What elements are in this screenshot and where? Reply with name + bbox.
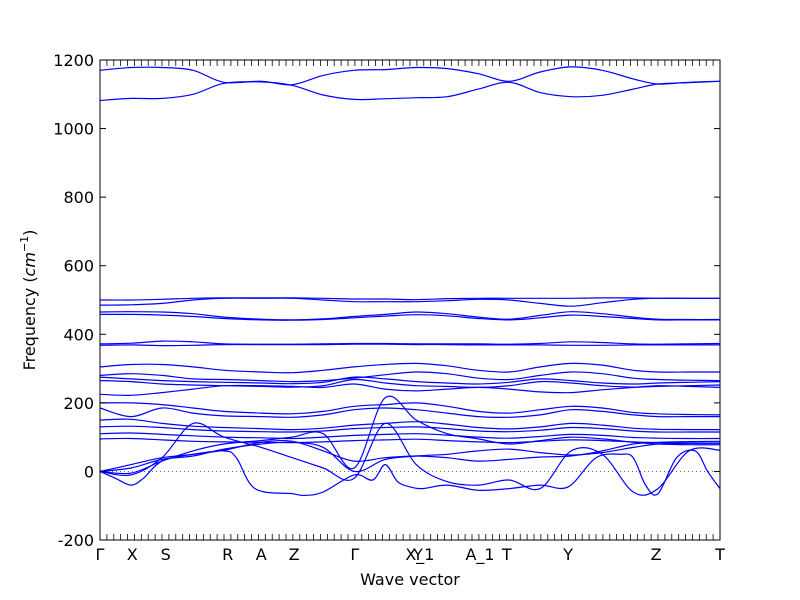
x-tick-label: Y <box>412 545 423 564</box>
band-line-12 <box>99 378 721 389</box>
band-line-1 <box>99 66 721 86</box>
band-line-15 <box>99 407 720 418</box>
x-tick-label: R <box>222 545 233 564</box>
y-tick-label: -200 <box>58 531 94 550</box>
band-line-16 <box>99 418 721 431</box>
y-tick-labels: -200 0 200 400 600 800 1000 1200 <box>53 51 94 550</box>
y-tick-label: 200 <box>63 394 94 413</box>
band-line-23 <box>99 422 721 496</box>
band-line-2 <box>99 80 721 102</box>
plot-frame <box>99 59 721 541</box>
y-tick-label: 600 <box>63 257 94 276</box>
band-line-4 <box>99 297 720 307</box>
band-line-11 <box>99 376 721 385</box>
band-line-13 <box>99 383 721 396</box>
x-tick-label: X <box>127 545 138 564</box>
band-lines <box>99 66 721 497</box>
y-axis-label-text: Frequency ( <box>20 276 39 370</box>
x-tick-label: Z <box>289 545 300 564</box>
x-axis-label: Wave vector <box>360 570 460 589</box>
x-tick-label: Y <box>562 545 573 564</box>
band-line-18 <box>99 432 721 440</box>
x-tick-label: Γ <box>96 545 105 564</box>
y-tick-label: 800 <box>63 188 94 207</box>
x-tick-label: Z <box>651 545 662 564</box>
y-tick-label: 1200 <box>53 51 94 70</box>
y-axis-label-exponent: −1 <box>18 236 31 252</box>
band-line-21 <box>99 441 721 473</box>
x-tick-label: Γ <box>350 545 359 564</box>
band-line-5 <box>99 311 721 321</box>
band-line-24 <box>99 395 721 475</box>
x-tick-label: X_1 <box>405 545 434 565</box>
band-line-9 <box>99 362 720 374</box>
y-tick-label: 1000 <box>53 120 94 139</box>
band-line-22 <box>99 449 721 497</box>
band-line-19 <box>99 437 720 444</box>
y-tick-label: 0 <box>84 462 94 481</box>
x-tick-label: T <box>501 545 512 564</box>
y-tick-label: 400 <box>63 325 94 344</box>
y-axis-label-unit: cm <box>20 252 39 276</box>
band-line-10 <box>99 371 721 383</box>
band-line-17 <box>99 425 720 433</box>
band-line-3 <box>99 297 720 301</box>
band-line-7 <box>99 340 721 345</box>
band-line-14 <box>99 402 721 416</box>
y-axis-label: Frequency (cm−1) <box>18 230 39 371</box>
y-axis-label-close: ) <box>20 230 39 236</box>
band-line-6 <box>99 313 720 321</box>
x-tick-label: S <box>161 545 171 564</box>
x-tick-label: A <box>256 545 267 564</box>
x-tick-label: A_1 <box>465 545 494 565</box>
band-line-8 <box>99 343 720 347</box>
x-tick-labels: Γ X S R A Z Γ YX_1 A_1 T Y Z T <box>96 545 726 565</box>
x-tick-label: T <box>714 545 725 564</box>
